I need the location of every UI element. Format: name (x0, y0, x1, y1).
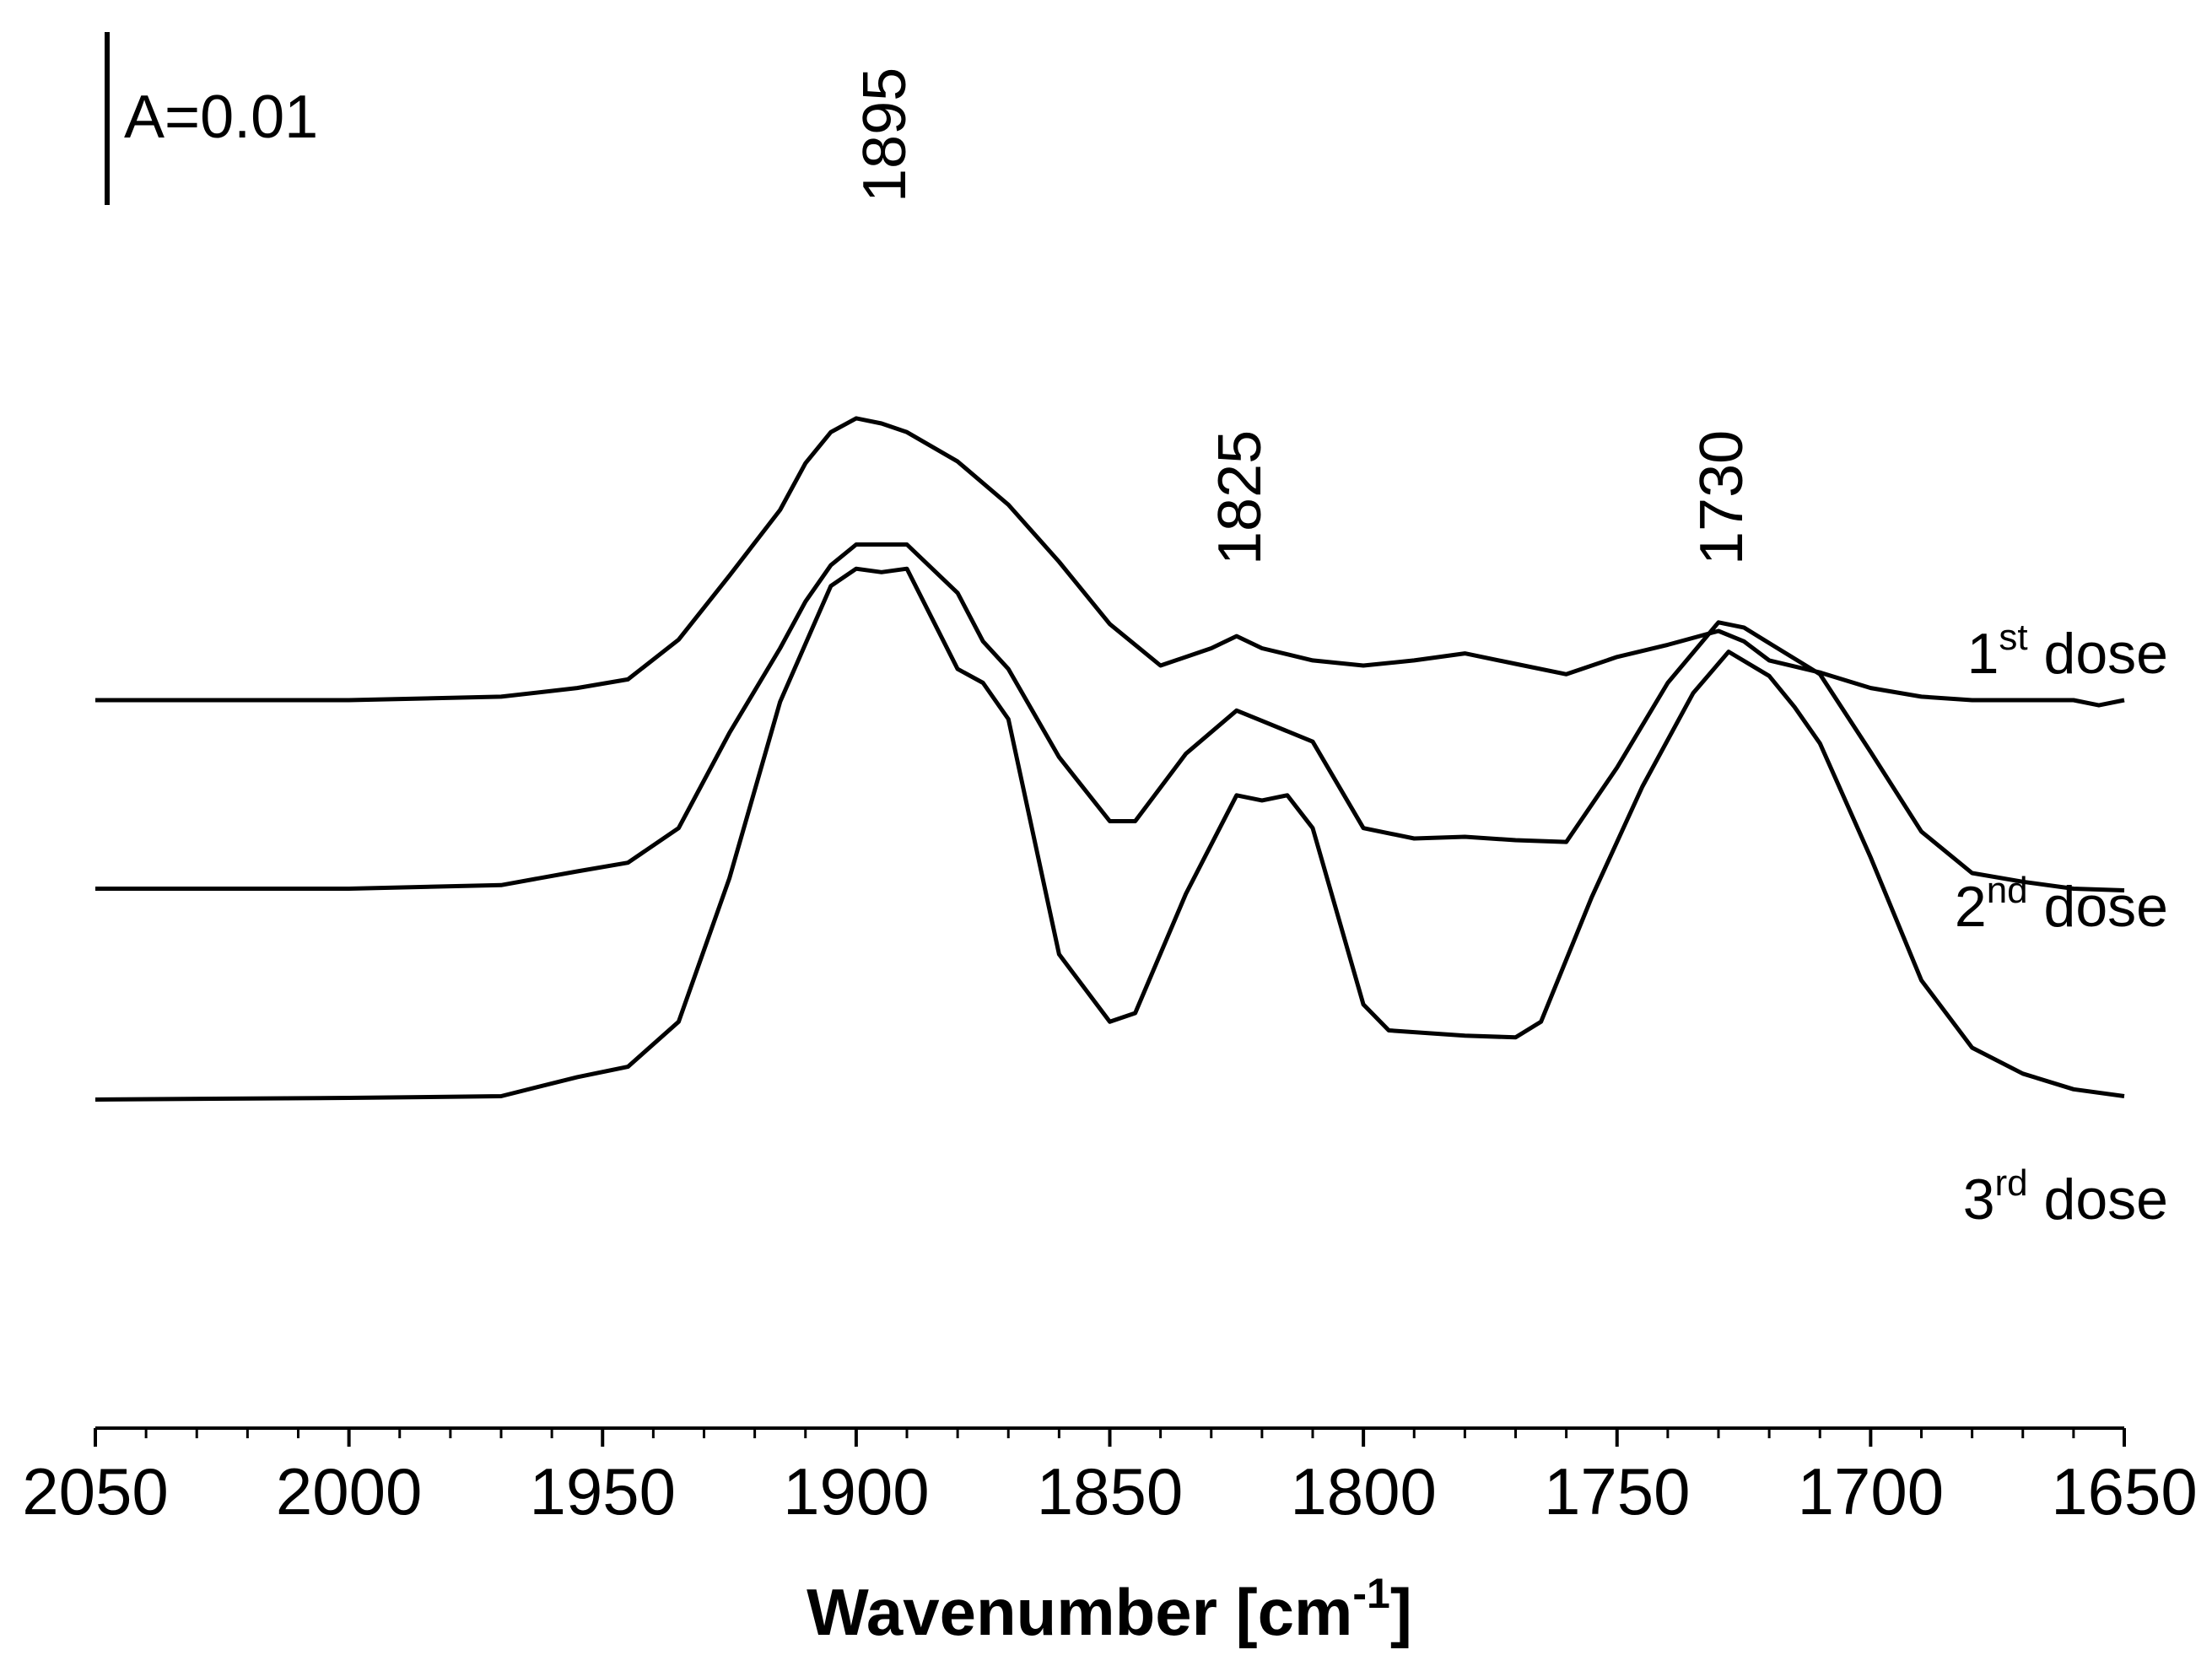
spectrum-trace-3 (94, 566, 2125, 1102)
x-axis-title-main: Wavenumber [cm (807, 1575, 1352, 1649)
x-tick-label: 2000 (276, 1454, 423, 1529)
peak-label-1825: 1825 (1206, 430, 1274, 565)
spectrum-trace-2 (95, 542, 2125, 892)
series-labels: 1st dose 2nd dose 3rd dose (1955, 617, 2168, 1232)
x-tick-label: 1800 (1290, 1454, 1437, 1529)
x-tick-label: 1950 (529, 1454, 676, 1529)
x-tick-label: 1850 (1037, 1454, 1184, 1529)
x-axis-title-sup: -1 (1352, 1570, 1389, 1617)
spectrum-trace-1 (95, 416, 2125, 708)
peak-label-1730: 1730 (1688, 430, 1756, 565)
scale-bar-label: A=0.01 (124, 84, 318, 151)
x-tick-label: 1900 (783, 1454, 930, 1529)
series-label-3: 3rd dose (1963, 1162, 2168, 1232)
x-axis: 2050 2000 1950 1900 1850 1800 1750 1700 1650 (22, 1426, 2198, 1529)
x-tick-label: 1750 (1544, 1454, 1691, 1529)
spectra-traces (94, 416, 2125, 1102)
series-label-1: 1st dose (1967, 617, 2168, 686)
scale-bar: A=0.01 (105, 32, 318, 205)
x-tick-label: 1650 (2051, 1454, 2198, 1529)
x-tick-label: 1700 (1798, 1454, 1945, 1529)
x-tick-label: 2050 (22, 1454, 169, 1529)
peak-label-1895: 1895 (851, 67, 919, 202)
x-axis-title: Wavenumber [cm-1] (807, 1570, 1412, 1649)
peak-labels: 1895 1825 1730 (851, 67, 1756, 565)
series-label-2: 2nd dose (1955, 870, 2168, 939)
x-axis-title-close: ] (1390, 1575, 1412, 1649)
